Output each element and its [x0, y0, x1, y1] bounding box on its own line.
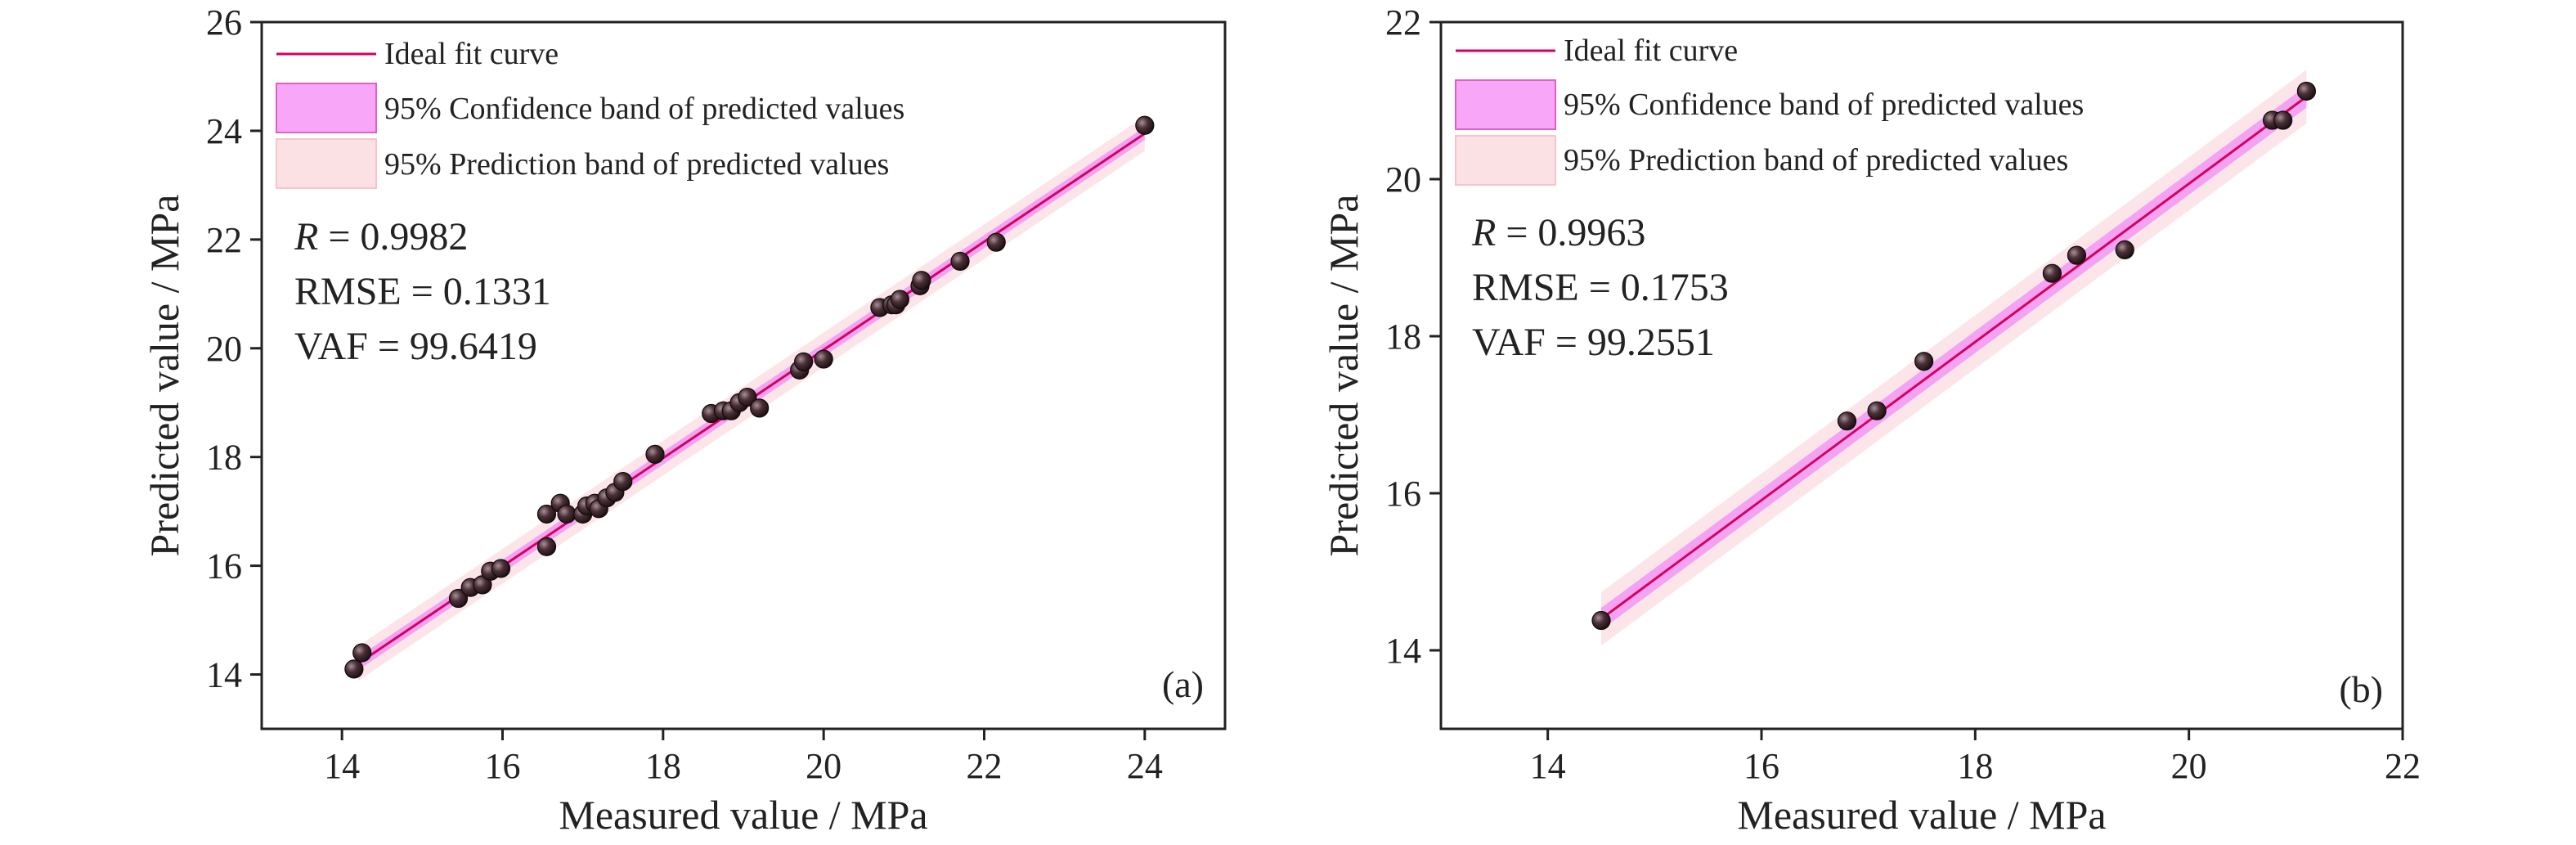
data-point [986, 232, 1006, 252]
fit-bands [1600, 70, 2308, 646]
data-point [352, 643, 372, 663]
x-tick-label: 22 [967, 746, 1003, 786]
legend-confidence-swatch [1455, 79, 1556, 130]
y-axis-ticks: 14 16 18 20 22 [1385, 2, 1441, 671]
data-point [814, 349, 833, 369]
data-point [1837, 411, 1857, 431]
y-tick-label: 16 [1385, 474, 1421, 514]
data-point [1591, 610, 1611, 631]
legend-prediction-swatch [276, 138, 377, 189]
x-tick-label: 22 [2385, 746, 2421, 786]
data-point [738, 387, 757, 407]
legend-confidence-swatch [276, 83, 377, 133]
y-tick-label: 22 [1385, 2, 1421, 43]
legend: Ideal fit curve 95% Confidence band of p… [276, 37, 904, 189]
data-point [1867, 401, 1887, 420]
data-point [645, 444, 665, 464]
data-point [1914, 352, 1934, 371]
x-axis-label: Measured value / MPa [1737, 792, 2106, 838]
data-point [344, 659, 364, 679]
legend: Ideal fit curve 95% Confidence band of p… [1455, 34, 2084, 186]
data-point [536, 537, 557, 556]
x-tick-label: 16 [485, 746, 521, 786]
ideal-fit-line [1600, 95, 2308, 620]
data-point [2067, 245, 2087, 265]
panel-label-a: (a) [1162, 663, 1204, 705]
stat-r: R = 0.9982 [294, 215, 468, 258]
data-point [890, 290, 910, 309]
y-tick-label: 22 [206, 220, 242, 260]
legend-prediction-label: 95% Prediction band of predicted values [1564, 143, 2068, 178]
y-tick-label: 18 [1385, 317, 1421, 357]
y-axis-ticks: 14 16 18 20 22 24 26 [206, 2, 262, 695]
plot-frame [260, 20, 1227, 730]
statistics-box: R = 0.9963 RMSE = 0.1753 VAF = 99.2551 [1471, 211, 1729, 364]
x-tick-label: 20 [806, 746, 841, 786]
data-point [491, 559, 511, 578]
x-tick-label: 18 [1957, 746, 1993, 786]
stat-rmse: RMSE = 0.1753 [1472, 266, 1729, 309]
data-point [2115, 240, 2134, 259]
y-axis-label: Predicted value / MPa [1321, 195, 1367, 557]
x-axis-ticks: 14 16 18 20 22 [1530, 729, 2421, 786]
panel-label-b: (b) [2339, 668, 2383, 710]
y-tick-label: 24 [206, 111, 242, 151]
y-tick-label: 20 [1385, 160, 1421, 200]
data-point [794, 352, 814, 371]
legend-confidence-label: 95% Confidence band of predicted values [1564, 88, 2084, 122]
legend-fit-label: Ideal fit curve [384, 37, 559, 71]
x-axis-label: Measured value / MPa [559, 792, 927, 838]
legend-confidence-label: 95% Confidence band of predicted values [384, 92, 904, 126]
stat-vaf: VAF = 99.2551 [1472, 321, 1715, 364]
stat-r: R = 0.9963 [1471, 211, 1645, 254]
plot-frame [1439, 20, 2404, 730]
data-point [448, 588, 469, 609]
legend-fit-label: Ideal fit curve [1564, 34, 1738, 68]
data-points [1591, 81, 2316, 631]
y-tick-label: 14 [1385, 631, 1421, 671]
x-tick-label: 18 [645, 746, 681, 786]
y-tick-label: 14 [206, 655, 242, 695]
y-tick-label: 18 [206, 438, 242, 478]
x-tick-label: 14 [1530, 746, 1566, 786]
stat-rmse: RMSE = 0.1331 [294, 270, 551, 313]
x-tick-label: 24 [1127, 746, 1163, 786]
x-tick-label: 14 [324, 746, 360, 786]
data-point [950, 251, 970, 272]
legend-prediction-swatch [1455, 135, 1556, 186]
data-point [557, 504, 577, 524]
data-point [2273, 110, 2293, 130]
x-axis-ticks: 14 16 18 20 22 24 [324, 729, 1163, 786]
data-point [912, 271, 931, 290]
y-tick-label: 16 [206, 546, 242, 587]
data-point [1135, 115, 1155, 135]
chart-panel-b: 14 16 18 20 22 14 16 18 20 22 Measured value / M… [1321, 2, 2421, 838]
data-point [613, 471, 633, 492]
x-tick-label: 20 [2171, 746, 2207, 786]
y-axis-label: Predicted value / MPa [141, 195, 187, 557]
data-point [2296, 81, 2316, 101]
statistics-box: R = 0.9982 RMSE = 0.1331 VAF = 99.6419 [294, 215, 551, 368]
y-tick-label: 26 [206, 2, 242, 43]
legend-prediction-label: 95% Prediction band of predicted values [384, 147, 889, 182]
stat-vaf: VAF = 99.6419 [294, 325, 537, 368]
chart-panel-a: 14 16 18 20 22 24 14 16 18 20 22 24 26 Measured val… [141, 2, 1227, 838]
data-point [2042, 263, 2062, 283]
data-point [750, 398, 770, 418]
data-points [344, 115, 1155, 679]
data-point [536, 504, 557, 524]
y-tick-label: 20 [206, 329, 242, 369]
x-tick-label: 16 [1744, 746, 1779, 786]
